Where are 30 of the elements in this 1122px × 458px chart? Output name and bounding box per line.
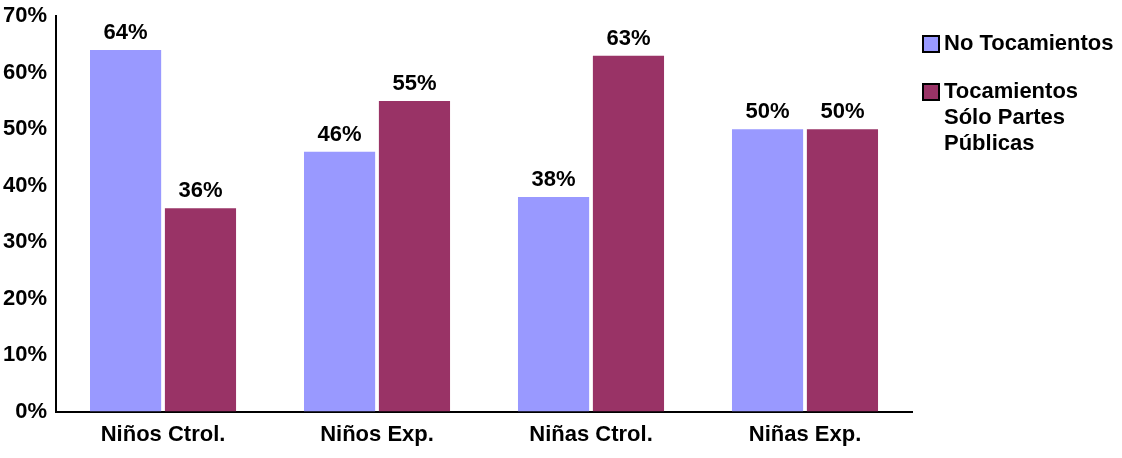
x-tick-label: Niños Exp. [320,420,434,446]
y-tick-label: 20% [2,284,48,310]
x-tick-label: Niños Ctrol. [100,420,226,446]
y-tick-label: 50% [2,115,48,141]
bar [90,50,162,412]
bar [378,100,451,412]
data-label: 46% [317,120,362,146]
data-label: 64% [103,19,148,45]
bar [164,208,237,412]
bar [806,129,879,412]
bar [304,151,376,412]
y-tick-label: 10% [2,341,48,367]
data-label: 63% [606,24,651,50]
y-tick-label: 60% [2,58,48,84]
bar [731,129,804,412]
data-label: 55% [392,69,437,95]
data-label: 38% [531,166,576,192]
y-tick-label: 40% [2,171,48,197]
data-label: 50% [820,98,865,124]
data-label: 50% [745,98,790,124]
y-tick-label: 0% [15,397,48,423]
legend-label: Tocamientos Sólo Partes Públicas [944,78,1080,156]
legend-label: No Tocamientos [944,30,1114,56]
bar [517,196,590,412]
x-tick-label: Niñas Exp. [748,420,862,446]
y-tick-label: 30% [2,228,48,254]
x-tick-label: Niñas Ctrol. [529,420,653,446]
data-label: 36% [178,177,223,203]
bar [592,55,665,412]
y-tick-label: 70% [2,2,48,28]
